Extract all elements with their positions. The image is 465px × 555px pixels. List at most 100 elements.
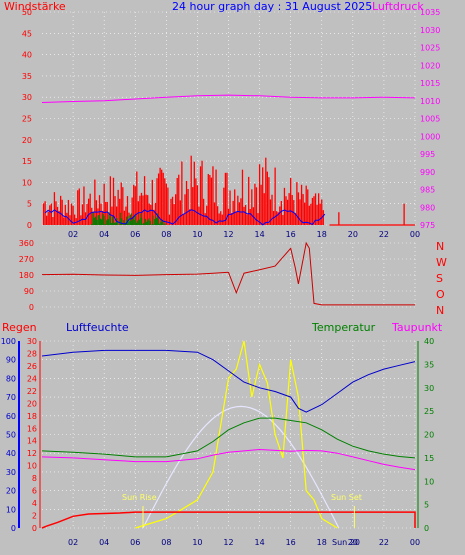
wind-x-tick-label: 08 [161, 230, 171, 239]
rain-tick-label: 18 [27, 412, 37, 421]
rain-tick-label: 20 [27, 399, 37, 408]
temperature-tick-label: 30 [424, 384, 434, 393]
wind-tick-label: 50 [22, 8, 32, 17]
wind-tick-label: 25 [22, 115, 32, 124]
rain-tick-label: 4 [32, 499, 37, 508]
rain-line [41, 511, 416, 529]
rain-label: Regen [2, 321, 37, 334]
temperature-tick-label: 40 [424, 337, 434, 346]
rain-tick-label: 6 [32, 487, 37, 496]
pressure-tick-label: 1020 [420, 61, 440, 70]
wind-x-tick-label: 02 [68, 230, 78, 239]
pressure-tick-label: 1015 [420, 79, 440, 88]
direction-label-s: S [436, 272, 443, 285]
rain-tick-label: 8 [32, 474, 37, 483]
direction-axis-ticks: 0 90 180 270 360 [19, 239, 34, 312]
rain-tick-label: 10 [27, 462, 37, 471]
pressure-tick-label: 1010 [420, 97, 440, 106]
climate-x-tick-label: 12 [223, 538, 233, 547]
wind-tick-label: 0 [27, 221, 32, 230]
climate-x-tick-label: 20 [348, 538, 358, 547]
climate-x-tick-label: 16 [286, 538, 296, 547]
climate-x-tick-label: 00 [410, 538, 420, 547]
wind-x-tick-label: 22 [379, 230, 389, 239]
rain-tick-label: 26 [27, 362, 37, 371]
humidity-tick-label: 30 [6, 468, 16, 477]
humidity-tick-label: 90 [6, 356, 16, 365]
direction-tick-label: 180 [19, 271, 34, 280]
wind-x-tick-label: 10 [192, 230, 202, 239]
direction-tick-label: 360 [19, 239, 34, 248]
wind-tick-label: 45 [22, 29, 32, 38]
pressure-axis-label: Luftdruck [372, 0, 424, 13]
humidity-tick-label: 0 [11, 524, 16, 533]
temperature-tick-label: 35 [424, 360, 434, 369]
climate-x-tick-label: 04 [99, 538, 109, 547]
rain-tick-label: 2 [32, 512, 37, 521]
rain-tick-label: 28 [27, 349, 37, 358]
humidity-line [41, 349, 416, 413]
dewpoint-line [41, 448, 416, 471]
direction-tick-label: 90 [24, 287, 34, 296]
solar-line [135, 340, 338, 529]
humidity-tick-label: 40 [6, 449, 16, 458]
temperature-tick-label: 0 [424, 524, 429, 533]
pressure-tick-label: 975 [420, 221, 435, 230]
temperature-tick-label: 15 [424, 454, 434, 463]
wind-direction-line [41, 241, 415, 306]
sun-set-label: Sun Set [331, 493, 362, 502]
rain-tick-label: 24 [27, 374, 37, 383]
direction-tick-label: 0 [29, 303, 34, 312]
wind-tick-label: 15 [22, 157, 32, 166]
wind-x-tick-label: 18 [317, 230, 327, 239]
wind-tick-label: 20 [22, 136, 32, 145]
wind-x-tick-label: 06 [130, 230, 140, 239]
temperature-tick-label: 20 [424, 431, 434, 440]
sun-now-label: Sun 20 [332, 538, 360, 547]
climate-x-tick-label: 02 [68, 538, 78, 547]
wind-x-tick-label: 04 [99, 230, 109, 239]
humidity-tick-label: 50 [6, 431, 16, 440]
rain-tick-label: 22 [27, 387, 37, 396]
wind-pressure-axis-ticks: 0510152025303540455097598098599099510001… [22, 8, 441, 239]
pressure-tick-label: 1000 [420, 132, 440, 141]
solar-theory-curve [142, 405, 340, 529]
rain-tick-label: 16 [27, 424, 37, 433]
humidity-tick-label: 80 [6, 374, 16, 383]
temperature-tick-label: 10 [424, 477, 434, 486]
direction-label-n2: N [436, 304, 444, 317]
humidity-tick-label: 10 [6, 505, 16, 514]
pressure-line [41, 94, 416, 103]
wind-tick-label: 10 [22, 178, 32, 187]
direction-label-n1: N [436, 240, 444, 253]
pressure-tick-label: 1005 [420, 115, 440, 124]
temperature-line [41, 417, 416, 459]
direction-label-o: O [436, 288, 445, 301]
wind-x-tick-label: 16 [286, 230, 296, 239]
wind-x-tick-label: 20 [348, 230, 358, 239]
dewpoint-label: Taupunkt [391, 321, 443, 334]
wind-axis-label: Windstärke [4, 0, 66, 13]
climate-x-tick-label: 22 [379, 538, 389, 547]
rain-tick-label: 30 [27, 337, 37, 346]
pressure-tick-label: 1030 [420, 26, 440, 35]
direction-tick-label: 270 [19, 255, 34, 264]
pressure-tick-label: 990 [420, 168, 435, 177]
pressure-tick-label: 995 [420, 150, 435, 159]
wind-x-tick-label: 12 [223, 230, 233, 239]
wind-x-tick-label: 14 [254, 230, 264, 239]
humidity-label: Luftfeuchte [66, 321, 129, 334]
humidity-tick-label: 20 [6, 487, 16, 496]
wind-average-line [44, 209, 326, 226]
temperature-tick-label: 25 [424, 407, 434, 416]
climate-x-tick-label: 14 [254, 538, 264, 547]
wind-pressure-plot-area [42, 12, 415, 225]
climate-x-tick-label: 08 [161, 538, 171, 547]
climate-axis-ticks: 0102030405060708090100024681012141618202… [1, 337, 434, 547]
rain-tick-label: 0 [32, 524, 37, 533]
temperature-label: Temperatur [311, 321, 376, 334]
pressure-tick-label: 985 [420, 186, 435, 195]
climate-x-tick-label: 10 [192, 538, 202, 547]
climate-x-tick-label: 06 [130, 538, 140, 547]
